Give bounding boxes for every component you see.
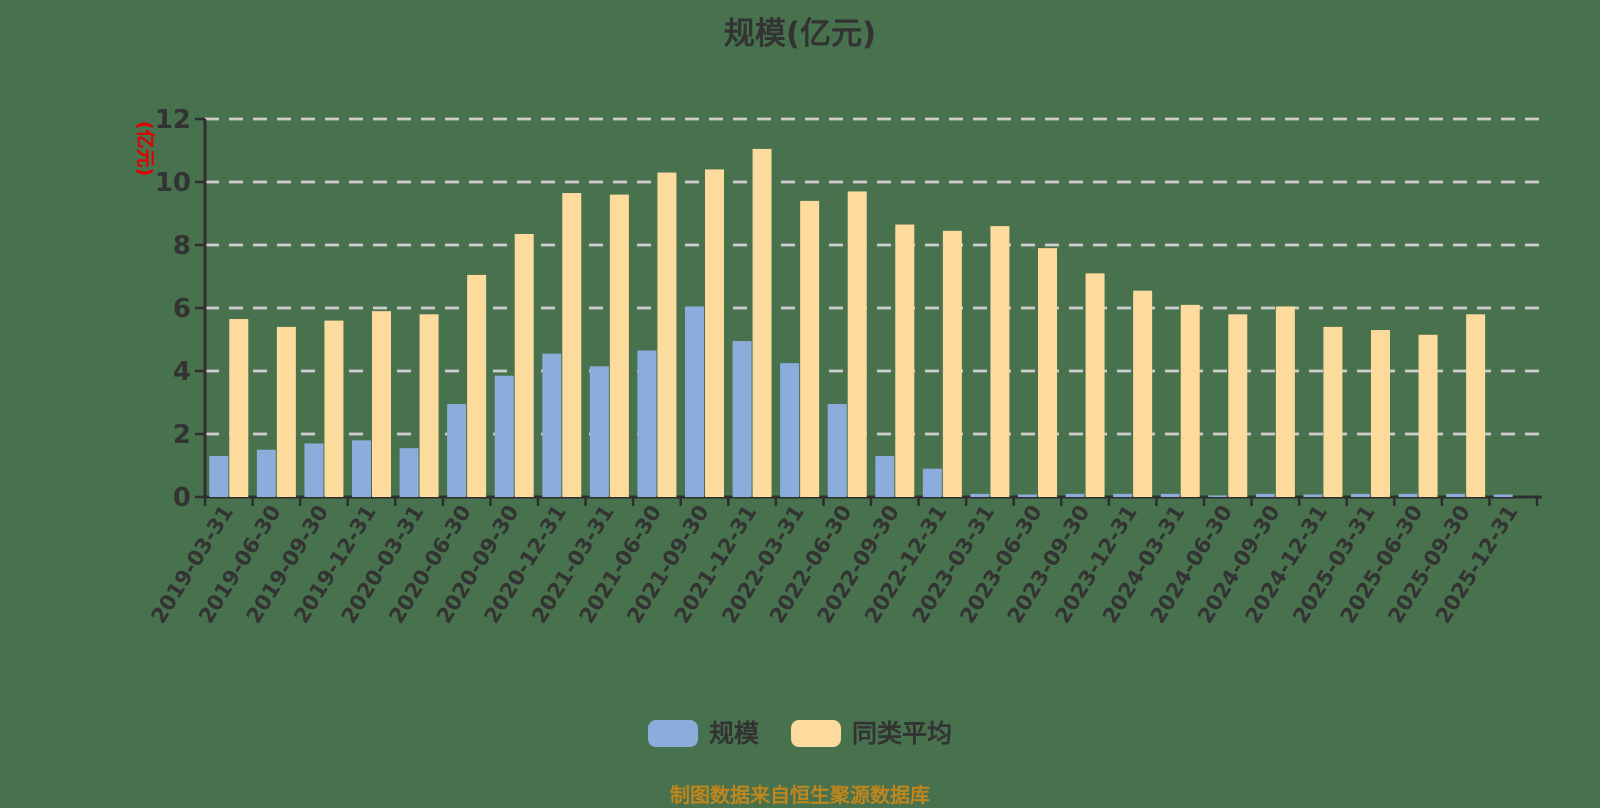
bar-peer-avg-2021-03-31[interactable] <box>609 194 629 497</box>
bar-scale-2023-06-30[interactable] <box>1018 494 1037 497</box>
bar-peer-avg-2023-03-31[interactable] <box>990 226 1010 497</box>
bar-scale-2024-06-30[interactable] <box>1208 495 1228 497</box>
bar-peer-avg-2020-12-31[interactable] <box>562 193 582 497</box>
bar-scale-2023-12-31[interactable] <box>1113 493 1133 497</box>
bar-scale-2021-03-31[interactable] <box>589 366 609 497</box>
bar-peer-avg-2019-03-31[interactable] <box>229 319 249 497</box>
bar-scale-2025-06-30[interactable] <box>1398 493 1418 497</box>
bar-peer-avg-2019-12-31[interactable] <box>372 311 391 497</box>
legend-item-scale[interactable]: 规模 <box>647 719 759 748</box>
bar-scale-2021-06-30[interactable] <box>637 350 657 497</box>
chart-title: 规模(亿元) <box>723 16 877 52</box>
bar-peer-avg-2019-09-30[interactable] <box>324 320 344 497</box>
bar-peer-avg-2023-09-30[interactable] <box>1085 273 1105 497</box>
bar-scale-2022-09-30[interactable] <box>875 456 895 497</box>
bar-scale-2019-06-30[interactable] <box>256 449 276 497</box>
legend-label-peer-average: 同类平均 <box>852 719 953 748</box>
bar-peer-avg-2023-12-31[interactable] <box>1133 290 1153 497</box>
bar-peer-avg-2021-12-31[interactable] <box>752 148 772 498</box>
y-tick-label-10: 10 <box>155 168 191 198</box>
data-source-note: 制图数据来自恒生聚源数据库 <box>670 783 930 807</box>
legend-label-scale: 规模 <box>708 719 759 748</box>
bar-scale-2022-06-30[interactable] <box>827 404 847 497</box>
legend-swatch-peer-average <box>791 720 841 747</box>
bar-peer-avg-2021-09-30[interactable] <box>705 169 724 497</box>
bar-peer-avg-2020-03-31[interactable] <box>419 314 439 497</box>
bar-scale-2021-12-31[interactable] <box>732 341 752 497</box>
bar-peer-avg-2025-06-30[interactable] <box>1418 334 1438 497</box>
bar-scale-2024-09-30[interactable] <box>1255 493 1275 497</box>
y-tick-label-6: 6 <box>173 294 191 324</box>
y-tick-label-4: 4 <box>173 357 191 387</box>
bar-scale-2025-09-30[interactable] <box>1446 493 1466 497</box>
bar-peer-avg-2020-09-30[interactable] <box>514 233 534 497</box>
y-tick-label-8: 8 <box>173 231 191 261</box>
bar-peer-avg-2022-12-31[interactable] <box>942 230 962 497</box>
bar-scale-2024-03-31[interactable] <box>1160 493 1180 497</box>
bar-scale-2025-12-31[interactable] <box>1493 494 1513 497</box>
bar-scale-2020-12-31[interactable] <box>542 353 562 497</box>
bar-peer-avg-2024-03-31[interactable] <box>1180 304 1200 497</box>
bar-peer-avg-2024-12-31[interactable] <box>1323 326 1343 497</box>
bar-peer-avg-2024-06-30[interactable] <box>1228 314 1248 497</box>
legend: 规模 同类平均 <box>0 720 1600 747</box>
bar-scale-2020-06-30[interactable] <box>447 404 467 497</box>
bar-scale-2019-03-31[interactable] <box>209 456 229 497</box>
bar-scale-2019-12-31[interactable] <box>352 440 371 497</box>
bar-peer-avg-2023-06-30[interactable] <box>1038 248 1057 497</box>
bar-peer-avg-2025-09-30[interactable] <box>1466 314 1486 497</box>
bar-peer-avg-2020-06-30[interactable] <box>467 274 487 497</box>
bar-peer-avg-2022-06-30[interactable] <box>847 191 867 497</box>
bar-scale-2022-12-31[interactable] <box>922 468 942 497</box>
y-tick-label-12: 12 <box>155 105 191 135</box>
bar-scale-2020-03-31[interactable] <box>399 448 419 497</box>
bar-scale-2022-03-31[interactable] <box>780 363 800 497</box>
bar-peer-avg-2019-06-30[interactable] <box>276 326 296 497</box>
legend-swatch-scale <box>647 720 698 747</box>
legend-item-peer-average[interactable]: 同类平均 <box>791 720 952 747</box>
bar-scale-2019-09-30[interactable] <box>304 443 324 497</box>
y-tick-label-0: 0 <box>173 483 191 513</box>
bar-scale-2024-12-31[interactable] <box>1303 494 1323 497</box>
bar-scale-2020-09-30[interactable] <box>494 375 514 497</box>
y-tick-label-2: 2 <box>173 420 191 450</box>
bar-peer-avg-2022-09-30[interactable] <box>895 224 915 497</box>
bar-peer-avg-2022-03-31[interactable] <box>800 200 820 497</box>
bar-scale-2025-03-31[interactable] <box>1351 493 1370 497</box>
bar-peer-avg-2025-03-31[interactable] <box>1371 330 1390 497</box>
bar-peer-avg-2021-06-30[interactable] <box>657 172 677 498</box>
bar-scale-2023-03-31[interactable] <box>970 493 990 497</box>
bar-peer-avg-2024-09-30[interactable] <box>1275 306 1295 497</box>
bar-scale-2023-09-30[interactable] <box>1065 493 1085 497</box>
bar-scale-2021-09-30[interactable] <box>685 306 704 497</box>
